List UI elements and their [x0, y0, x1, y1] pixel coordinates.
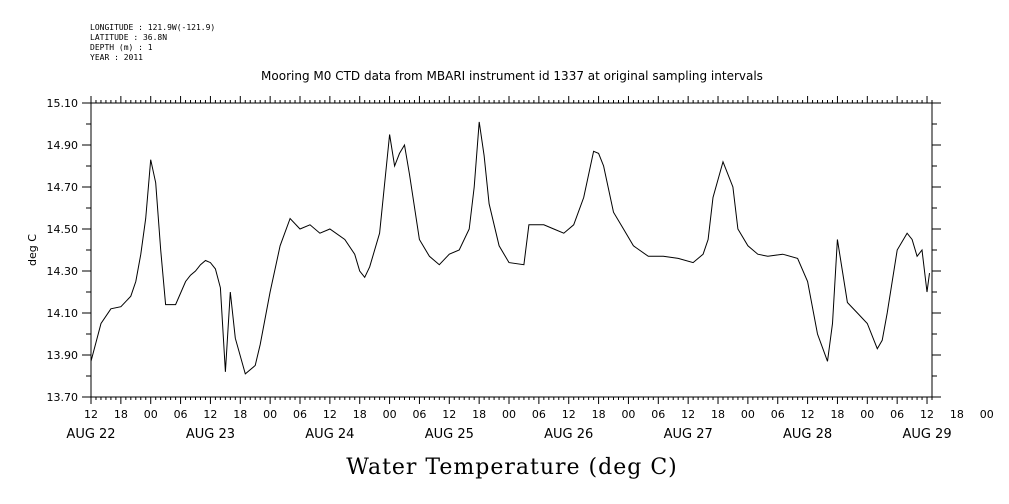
- y-tick-label: 15.10: [47, 97, 79, 110]
- x-date-labels: AUG 22 AUG 23 AUG 24 AUG 25 AUG 26 AUG 27 AUG …: [66, 427, 951, 442]
- y-tick-labels: 13.70 13.90 14.10 14.30 14.50 14.70 14.90 15.10: [47, 97, 79, 404]
- x-hour-label: 18: [114, 408, 128, 421]
- metadata-block: LONGITUDE : 121.9W(-121.9)LATITUDE : 36.…: [90, 23, 215, 62]
- x-date-label: AUG 24: [305, 427, 354, 442]
- x-hour-label: 18: [830, 408, 844, 421]
- x-date-label: AUG 25: [425, 427, 474, 442]
- x-hour-label: 06: [293, 408, 307, 421]
- x-axis-title: Water Temperature (deg C): [346, 455, 678, 480]
- x-hour-label: 00: [980, 408, 994, 421]
- y-tick-label: 14.70: [47, 181, 79, 194]
- x-hour-label: 06: [174, 408, 188, 421]
- x-hour-label: 18: [472, 408, 486, 421]
- y-tick-label: 14.30: [47, 265, 79, 278]
- x-hour-label: 06: [412, 408, 426, 421]
- x-hour-label: 12: [681, 408, 695, 421]
- y-tick-label: 14.10: [47, 307, 79, 320]
- chart-title: Mooring M0 CTD data from MBARI instrumen…: [261, 69, 763, 83]
- metadata-line: LATITUDE : 36.8N: [90, 33, 167, 42]
- x-hour-label: 06: [771, 408, 785, 421]
- x-hour-labels: 12 18 00 06 12 18 00 06 12 18 00 06 12 18 00 06 12 18 00 06…: [84, 408, 994, 421]
- y-tick-label: 13.90: [47, 349, 79, 362]
- metadata-line: LONGITUDE : 121.9W(-121.9): [90, 23, 215, 32]
- x-hour-label: 00: [263, 408, 277, 421]
- x-hour-label: 18: [233, 408, 247, 421]
- x-hour-label: 12: [920, 408, 934, 421]
- x-date-label: AUG 23: [186, 427, 235, 442]
- x-hour-label: 00: [144, 408, 158, 421]
- y-axis-label: deg C: [26, 234, 39, 266]
- y-tick-label: 13.70: [47, 391, 79, 404]
- x-hour-label: 00: [383, 408, 397, 421]
- x-hour-label: 18: [592, 408, 606, 421]
- x-hour-label: 06: [890, 408, 904, 421]
- y-tick-label: 14.50: [47, 223, 79, 236]
- y-tick-label: 14.90: [47, 139, 79, 152]
- x-hour-label: 00: [741, 408, 755, 421]
- x-hour-label: 06: [651, 408, 665, 421]
- x-hour-label: 06: [532, 408, 546, 421]
- x-hour-label: 12: [442, 408, 456, 421]
- metadata-line: YEAR : 2011: [90, 53, 143, 62]
- x-hour-label: 12: [203, 408, 217, 421]
- x-hour-label: 00: [621, 408, 635, 421]
- x-date-label: AUG 28: [783, 427, 832, 442]
- x-date-label: AUG 29: [902, 427, 951, 442]
- x-date-label: AUG 22: [66, 427, 115, 442]
- x-date-label: AUG 27: [664, 427, 713, 442]
- plot-frame: [90, 102, 933, 398]
- x-hour-label: 18: [711, 408, 725, 421]
- x-hour-label: 00: [502, 408, 516, 421]
- metadata-line: DEPTH (m) : 1: [90, 43, 153, 52]
- x-hour-label: 12: [84, 408, 98, 421]
- x-date-label: AUG 26: [544, 427, 593, 442]
- x-hour-label: 12: [323, 408, 337, 421]
- x-hour-label: 12: [801, 408, 815, 421]
- axis-ticks: [82, 96, 941, 404]
- series-line: [90, 121, 930, 375]
- x-hour-label: 18: [950, 408, 964, 421]
- x-hour-label: 18: [353, 408, 367, 421]
- x-hour-label: 00: [860, 408, 874, 421]
- x-hour-label: 12: [562, 408, 576, 421]
